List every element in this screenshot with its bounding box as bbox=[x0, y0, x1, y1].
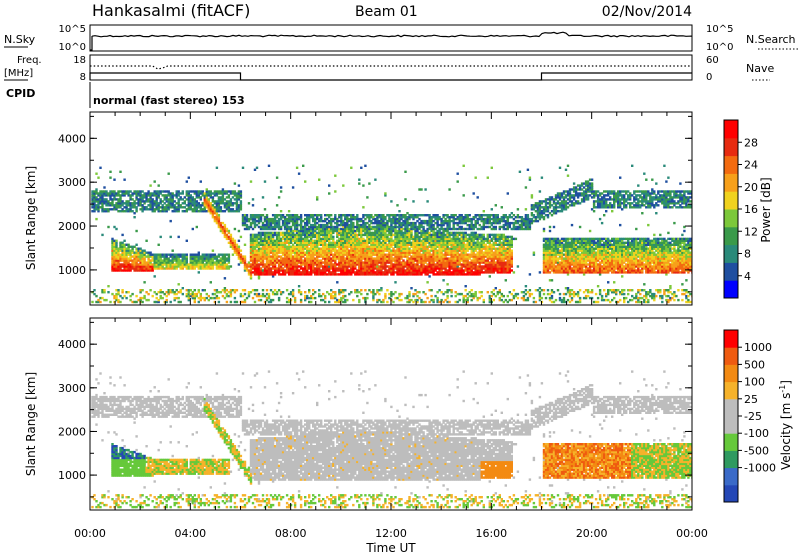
colorbar-tick-label: 24 bbox=[744, 159, 758, 172]
x-tick-label: 08:00 bbox=[275, 527, 307, 540]
colorbar-tick-label: 20 bbox=[744, 181, 758, 194]
colorbar-swatch bbox=[724, 468, 738, 486]
velocity-colorbar-label: Velocity [m s-1] bbox=[778, 380, 793, 470]
nsky-trace bbox=[90, 32, 692, 50]
colorbar-tick-label: -500 bbox=[744, 444, 769, 457]
x-tick-label: 16:00 bbox=[475, 527, 507, 540]
colorbar-tick-label: 8 bbox=[744, 248, 751, 261]
power-ylabel: Slant Range [km] bbox=[24, 166, 38, 270]
cpid-mode-text: normal (fast stereo) 153 bbox=[93, 94, 245, 107]
nsearch-tick-top: 10^5 bbox=[706, 24, 733, 35]
colorbar-swatch bbox=[724, 262, 738, 280]
cpid-panel: CPID normal (fast stereo) 153 bbox=[6, 82, 245, 108]
nsearch-label: N.Search bbox=[746, 33, 796, 46]
colorbar-tick-label: 1000 bbox=[744, 341, 772, 354]
nsearch-tick-bottom: 10^0 bbox=[706, 42, 733, 53]
nave-tick-top: 60 bbox=[706, 55, 719, 66]
cpid-label: CPID bbox=[6, 87, 35, 100]
velocity-colorbar-label-end: ] bbox=[779, 380, 793, 385]
colorbar-tick-label: 500 bbox=[744, 358, 765, 371]
station-title: Hankasalmi (fitACF) bbox=[92, 1, 250, 20]
nave-label: Nave bbox=[746, 62, 774, 75]
y-tick-label: 2000 bbox=[58, 220, 86, 233]
velocity-colorbar-label-exp: -1 bbox=[778, 385, 787, 393]
y-tick-label: 4000 bbox=[58, 132, 86, 145]
colorbar-tick-label: 100 bbox=[744, 376, 765, 389]
freq-tick-bottom: 8 bbox=[80, 72, 86, 83]
x-tick-label: 12:00 bbox=[375, 527, 407, 540]
colorbar-swatch bbox=[724, 416, 738, 434]
colorbar-tick-label: 16 bbox=[744, 203, 758, 216]
nsky-panel: N.Sky 10^5 10^0 10^5 10^0 N.Search bbox=[4, 24, 798, 53]
freq-panel: Freq. [MHz] 18 8 60 0 Nave bbox=[4, 55, 774, 83]
x-tick-label: 20:00 bbox=[576, 527, 608, 540]
nave-tick-bottom: 0 bbox=[706, 72, 712, 83]
colorbar-swatch bbox=[724, 382, 738, 400]
velocity-panel: 1000 2000 3000 4000 Slant Range [km] bbox=[24, 318, 694, 510]
nsky-tick-top: 10^5 bbox=[59, 24, 86, 35]
beam-title: Beam 01 bbox=[355, 4, 418, 20]
colorbar-swatch bbox=[724, 227, 738, 245]
colorbar-tick-label: -1000 bbox=[744, 462, 776, 475]
colorbar-tick-label: 12 bbox=[744, 225, 758, 238]
x-axis-label: Time UT bbox=[365, 541, 416, 554]
y-tick-label: 4000 bbox=[58, 338, 86, 351]
colorbar-tick-label: 25 bbox=[744, 393, 758, 406]
velocity-colorbar: 1000 500 100 25 -25 -100 -500 -1000 Velocity [m… bbox=[724, 330, 793, 503]
velocity-colorbar-label-main: Velocity [m s bbox=[779, 393, 793, 470]
colorbar-swatch bbox=[724, 191, 738, 209]
power-panel: 1000 2000 3000 4000 Slant Range [km] bbox=[24, 112, 694, 305]
nave-trace bbox=[90, 66, 692, 69]
colorbar-swatch bbox=[724, 120, 738, 138]
colorbar-swatch bbox=[724, 399, 738, 417]
freq-label-bottom: [MHz] bbox=[4, 68, 33, 79]
nsky-label: N.Sky bbox=[4, 33, 36, 46]
y-tick-label: 2000 bbox=[58, 425, 86, 438]
nsky-tick-bottom: 10^0 bbox=[59, 42, 86, 53]
colorbar-swatch bbox=[724, 138, 738, 156]
colorbar-tick-label: -100 bbox=[744, 427, 769, 440]
colorbar-swatch bbox=[724, 347, 738, 365]
colorbar-swatch bbox=[724, 450, 738, 468]
x-axis-ticklabels: 00:00 04:00 08:00 12:00 16:00 20:00 00:00 bbox=[74, 527, 708, 540]
colorbar-swatch bbox=[724, 433, 738, 451]
y-tick-label: 3000 bbox=[58, 176, 86, 189]
power-colorbar-label: Power [dB] bbox=[759, 177, 773, 242]
x-tick-label: 00:00 bbox=[74, 527, 106, 540]
colorbar-swatch bbox=[724, 330, 738, 348]
y-tick-label: 1000 bbox=[58, 264, 86, 277]
colorbar-swatch bbox=[724, 173, 738, 191]
colorbar-swatch bbox=[724, 364, 738, 382]
y-tick-label: 1000 bbox=[58, 469, 86, 482]
x-tick-label: 04:00 bbox=[174, 527, 206, 540]
freq-trace bbox=[90, 73, 692, 80]
colorbar-swatch bbox=[724, 209, 738, 227]
x-tick-label: 00:00 bbox=[676, 527, 708, 540]
freq-label-top: Freq. bbox=[17, 55, 42, 66]
colorbar-swatch bbox=[724, 280, 738, 298]
freq-tick-top: 18 bbox=[73, 55, 86, 66]
colorbar-swatch bbox=[724, 485, 738, 503]
date-title: 02/Nov/2014 bbox=[602, 4, 692, 20]
power-colorbar: 4 8 12 16 20 24 28 Power [dB] bbox=[724, 120, 773, 299]
colorbar-swatch bbox=[724, 245, 738, 263]
velocity-ylabel: Slant Range [km] bbox=[24, 372, 38, 476]
colorbar-tick-label: -25 bbox=[744, 410, 762, 423]
colorbar-tick-label: 4 bbox=[744, 270, 751, 283]
y-tick-label: 3000 bbox=[58, 382, 86, 395]
colorbar-swatch bbox=[724, 156, 738, 174]
colorbar-tick-label: 28 bbox=[744, 136, 758, 149]
